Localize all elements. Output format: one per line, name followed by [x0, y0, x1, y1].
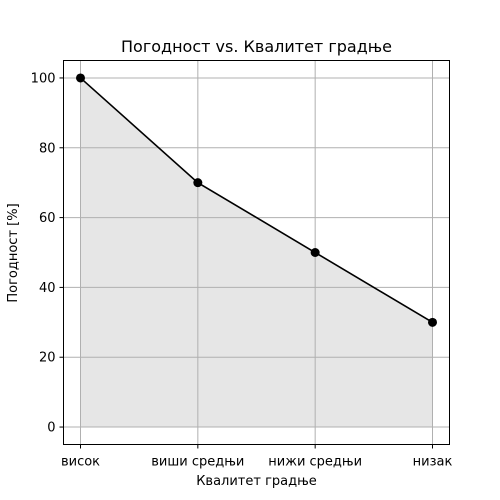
x-tick-label: виши средњи	[151, 455, 244, 470]
area-fill-layer	[80, 77, 433, 428]
chart-title: Погодност vs. Квалитет градње	[121, 37, 392, 56]
x-tick-label: нижи средњи	[268, 455, 362, 470]
x-axis: висок виши средњи нижи средњи низак	[61, 444, 453, 470]
area-fill	[80, 77, 433, 428]
data-point	[193, 178, 203, 188]
series-line	[79, 77, 433, 324]
y-tick-label: 0	[47, 421, 55, 436]
y-axis: 0 20 40 60 80 100	[31, 71, 64, 436]
plot-frame	[63, 60, 450, 445]
y-axis-label: Погодност [%]	[6, 203, 21, 302]
series-layer	[76, 73, 437, 327]
x-axis-label: Квалитет градње	[196, 474, 317, 489]
data-point	[76, 73, 85, 83]
data-point	[310, 248, 320, 257]
data-point	[428, 317, 437, 327]
y-tick-label: 20	[39, 351, 56, 366]
x-tick-label: висок	[61, 455, 100, 470]
y-tick-label: 80	[39, 141, 56, 156]
y-tick-label: 100	[31, 71, 56, 86]
x-tick-label: низак	[413, 455, 453, 470]
plot-area	[63, 60, 450, 445]
y-tick-label: 40	[39, 281, 56, 296]
y-tick-label: 60	[39, 211, 56, 226]
